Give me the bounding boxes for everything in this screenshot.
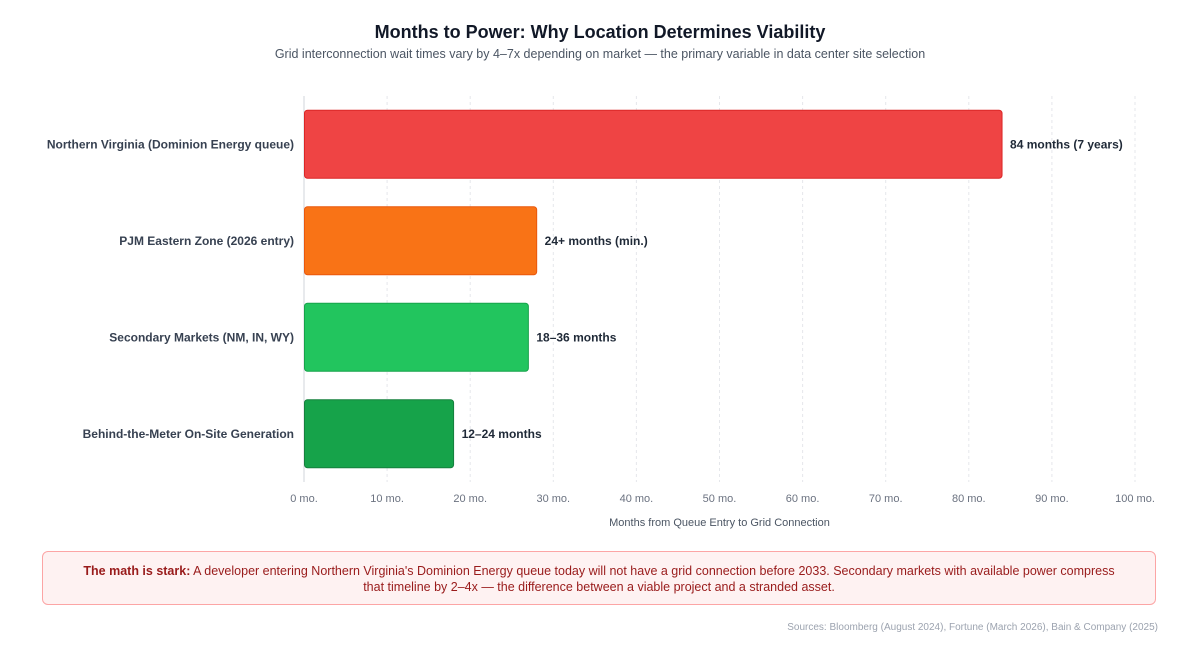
x-tick-label: 30 mo. xyxy=(536,493,570,505)
category-label: PJM Eastern Zone (2026 entry) xyxy=(119,234,294,248)
data-label: 84 months (7 years) xyxy=(1010,137,1123,151)
x-tick-label: 10 mo. xyxy=(370,493,404,505)
x-tick-label: 40 mo. xyxy=(620,493,654,505)
chart-title: Months to Power: Why Location Determines… xyxy=(374,22,826,42)
x-tick-label: 80 mo. xyxy=(952,493,986,505)
callout-lead: The math is stark: xyxy=(83,564,191,578)
bar-chart: Northern Virginia (Dominion Energy queue… xyxy=(47,96,1155,529)
category-label: Secondary Markets (NM, IN, WY) xyxy=(109,330,294,344)
x-axis-title: Months from Queue Entry to Grid Connecti… xyxy=(609,517,830,529)
x-tick-label: 70 mo. xyxy=(869,493,903,505)
data-label: 24+ months (min.) xyxy=(545,234,648,248)
callout-text: A developer entering Northern Virginia's… xyxy=(190,564,1115,594)
category-label: Northern Virginia (Dominion Energy queue… xyxy=(47,137,294,151)
data-label: 12–24 months xyxy=(462,427,542,441)
bar xyxy=(304,206,538,276)
x-tick-label: 20 mo. xyxy=(453,493,487,505)
chart-subtitle: Grid interconnection wait times vary by … xyxy=(274,47,926,61)
x-tick-label: 90 mo. xyxy=(1035,493,1069,505)
bar xyxy=(304,109,1003,179)
insight-callout: The math is stark: A developer entering … xyxy=(42,551,1156,605)
x-tick-label: 50 mo. xyxy=(703,493,737,505)
x-tick-label: 0 mo. xyxy=(290,493,318,505)
data-label: 18–36 months xyxy=(536,330,616,344)
x-tick-label: 100 mo. xyxy=(1115,493,1155,505)
sources-note: Sources: Bloomberg (August 2024), Fortun… xyxy=(787,622,1158,633)
bar xyxy=(304,302,529,372)
bar xyxy=(304,399,455,469)
category-label: Behind-the-Meter On-Site Generation xyxy=(83,427,294,441)
x-tick-label: 60 mo. xyxy=(786,493,820,505)
